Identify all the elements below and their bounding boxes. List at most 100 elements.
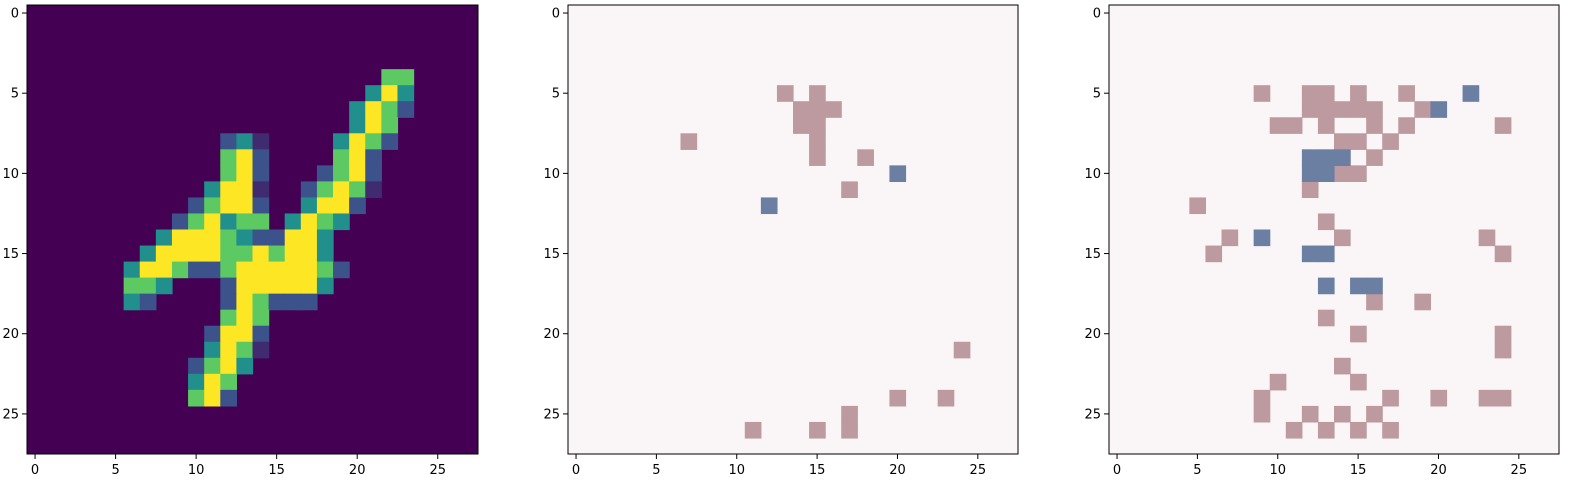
negative-attribution-cell <box>760 197 778 215</box>
pixel-cell <box>188 213 205 231</box>
positive-attribution-cell <box>793 101 810 118</box>
positive-attribution-cell <box>1334 229 1351 247</box>
pixel-cell <box>365 101 382 118</box>
positive-attribution-cell <box>1317 213 1335 231</box>
y-tick-label: 20 <box>1084 327 1101 342</box>
pixel-cell <box>171 261 189 279</box>
pixel-cell <box>204 181 221 199</box>
positive-attribution-cell <box>1350 85 1367 102</box>
pixel-cell <box>316 261 334 279</box>
positive-attribution-cell <box>809 133 826 150</box>
positive-attribution-cell <box>1317 85 1335 102</box>
positive-attribution-cell <box>1430 389 1448 407</box>
pixel-cell <box>349 197 366 215</box>
y-tick-label: 0 <box>1093 7 1101 22</box>
pixel-cell <box>349 101 366 118</box>
pixel-cell <box>252 325 270 343</box>
pixel-cell <box>220 245 237 263</box>
pixel-cell <box>397 69 415 86</box>
pixel-cell <box>123 277 141 295</box>
pixel-cell <box>381 101 399 118</box>
pixel-cell <box>220 325 237 343</box>
positive-attribution-cell <box>1301 405 1319 423</box>
pixel-cell <box>349 165 366 182</box>
pixel-cell <box>252 165 270 182</box>
pixel-cell <box>316 229 334 247</box>
y-tick-label: 5 <box>11 87 19 102</box>
pixel-cell <box>333 133 350 150</box>
pixel-cell <box>381 85 399 102</box>
positive-attribution-cell <box>1221 229 1239 247</box>
pixel-cell <box>220 133 237 150</box>
positive-attribution-cell <box>1253 389 1271 407</box>
positive-attribution-cell <box>809 85 826 102</box>
negative-attribution-cell <box>1317 245 1335 263</box>
pixel-cell <box>268 293 286 311</box>
positive-attribution-cell <box>809 117 826 134</box>
positive-attribution-cell <box>680 133 698 150</box>
positive-attribution-cell <box>1334 357 1351 375</box>
y-tick-label: 0 <box>552 7 560 22</box>
pixel-cell <box>333 213 350 231</box>
plot-background <box>568 5 1018 454</box>
pixel-cell <box>284 261 302 279</box>
y-tick-label: 25 <box>2 407 19 422</box>
pixel-cell <box>220 261 237 279</box>
y-tick-label: 10 <box>1084 167 1101 182</box>
pixel-cell <box>333 197 350 215</box>
y-tick-label: 5 <box>552 87 560 102</box>
negative-attribution-cell <box>1350 277 1367 295</box>
pixel-cell <box>252 213 270 231</box>
pixel-cell <box>204 341 221 359</box>
axes-frame <box>567 4 1019 455</box>
pixel-cell <box>284 245 302 263</box>
positive-attribution-cell <box>1334 405 1351 423</box>
pixel-cell <box>155 261 173 279</box>
pixel-cell <box>365 181 382 199</box>
positive-attribution-cell <box>889 389 907 407</box>
x-tick-label: 15 <box>268 463 285 478</box>
pixel-cell <box>236 357 254 375</box>
pixel-cell <box>155 245 173 263</box>
pixel-cell <box>188 245 205 263</box>
positive-attribution-cell <box>1350 325 1367 343</box>
pixel-cell <box>252 261 270 279</box>
pixel-cell <box>236 261 254 279</box>
negative-attribution-cell <box>889 165 907 182</box>
x-tick-label: 10 <box>1269 463 1286 478</box>
pixel-cell <box>188 229 205 247</box>
positive-attribution-cell <box>809 149 826 166</box>
x-tick-label: 5 <box>652 463 660 478</box>
positive-attribution-cell <box>1350 101 1367 118</box>
pixel-cell <box>252 341 270 359</box>
positive-attribution-cell <box>1494 245 1512 263</box>
positive-attribution-cell <box>1398 85 1415 102</box>
positive-attribution-cell <box>1317 309 1335 327</box>
pixel-cell <box>220 357 237 375</box>
pixel-cell <box>333 165 350 182</box>
pixel-cell <box>300 229 318 247</box>
pixel-cell <box>349 181 366 199</box>
positive-attribution-cell <box>1334 101 1351 118</box>
pixel-cell <box>365 165 382 182</box>
negative-attribution-cell <box>1301 149 1319 166</box>
negative-attribution-cell <box>1317 149 1335 166</box>
pixel-cell <box>220 149 237 166</box>
positive-attribution-cell <box>1366 117 1383 134</box>
x-tick-label: 5 <box>1193 463 1201 478</box>
x-tick-label: 25 <box>1511 463 1528 478</box>
pixel-cell <box>268 229 286 247</box>
pixel-cell <box>236 309 254 327</box>
positive-attribution-cell <box>953 341 971 359</box>
x-tick-label: 10 <box>188 463 205 478</box>
pixel-cell <box>300 261 318 279</box>
pixel-cell <box>204 229 221 247</box>
attribution-map-panel-1: 0 5 10 15 20 25 0 5 10 15 20 25 <box>543 4 1019 478</box>
positive-attribution-cell <box>1350 165 1367 182</box>
attribution-map-panel-2: 0 5 10 15 20 25 0 5 10 15 20 25 <box>1084 4 1560 478</box>
pixel-cell <box>236 181 254 199</box>
x-tick-label: 20 <box>889 463 906 478</box>
negative-attribution-cell <box>1430 101 1448 118</box>
pixel-cell <box>333 149 350 166</box>
positive-attribution-cell <box>841 181 858 199</box>
